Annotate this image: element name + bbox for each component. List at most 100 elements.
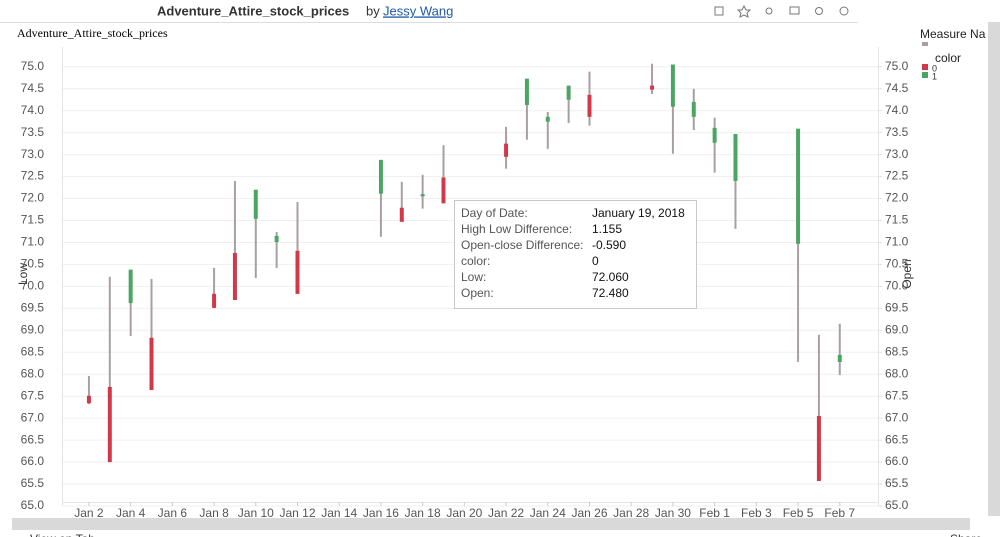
workbook-title: Adventure_Attire_stock_prices: [157, 3, 349, 18]
x-tick-label: Jan 16: [363, 506, 399, 520]
x-tick-label: Jan 26: [571, 506, 607, 520]
y-tick-label: 70.5: [21, 257, 45, 271]
y-axis-title: Low: [16, 263, 30, 285]
y2-tick-label: 66.0: [885, 454, 909, 468]
x-tick-label: Feb 7: [824, 506, 855, 520]
candle-body: [420, 194, 425, 197]
y-tick-label: 70.0: [21, 279, 45, 293]
y-tick-label: 73.0: [21, 147, 45, 161]
y2-tick-label: 73.0: [885, 147, 909, 161]
x-tick-label: Jan 30: [655, 506, 691, 520]
tooltip-box: [454, 200, 697, 309]
legend-label: 0: [932, 63, 937, 73]
y-tick-label: 71.0: [21, 235, 45, 249]
legend: 01: [922, 63, 937, 81]
x-tick-label: Jan 22: [488, 506, 524, 520]
candle-body: [107, 386, 112, 463]
icon[interactable]: [789, 6, 800, 15]
view-on-tableau[interactable]: View on Tab: [30, 532, 95, 537]
tooltip-value: -0.590: [592, 238, 626, 252]
y2-tick-label: 70.0: [885, 279, 909, 293]
y2-tick-label: 73.5: [885, 125, 909, 139]
tooltip-value: 0: [592, 254, 599, 268]
by-text: by: [366, 3, 380, 18]
y-tick-label: 72.0: [21, 191, 45, 205]
x-tick-label: Jan 28: [613, 506, 649, 520]
icon[interactable]: [736, 4, 752, 18]
x-tick-label: Feb 1: [699, 506, 730, 520]
candle-body: [587, 94, 592, 117]
y-tick-label: 67.5: [21, 388, 45, 402]
tooltip-value: 1.155: [592, 222, 622, 236]
y2-tick-label: 67.0: [885, 410, 909, 424]
candle-body: [712, 127, 717, 143]
x-tick-label: Jan 20: [446, 506, 482, 520]
y-tick-label: 74.5: [21, 81, 45, 95]
y2-tick-label: 70.5: [885, 257, 909, 271]
y2-tick-label: 65.5: [885, 476, 909, 490]
y2-tick-label: 68.0: [885, 366, 909, 380]
y-tick-label: 72.5: [21, 169, 45, 183]
icon[interactable]: [714, 6, 724, 16]
y-tick-label: 74.0: [21, 103, 45, 117]
legend-measure-title: Measure Na: [920, 27, 986, 41]
tooltip-value: 72.060: [592, 270, 629, 284]
y2-tick-label: 72.5: [885, 169, 909, 183]
candle-body: [274, 235, 279, 243]
candle-body: [691, 101, 696, 117]
icon[interactable]: [839, 6, 849, 16]
y-tick-label: 68.5: [21, 344, 45, 358]
tooltip-label: Day of Date:: [461, 206, 528, 220]
y2-tick-label: 69.0: [885, 322, 909, 336]
candle-body: [86, 395, 91, 404]
candle-body: [837, 354, 842, 362]
candle-body: [650, 85, 655, 90]
tooltip-label: color:: [461, 254, 490, 268]
x-tick-label: Jan 12: [279, 506, 315, 520]
tooltip-label: Low:: [461, 270, 486, 284]
legend-swatch: [922, 64, 928, 70]
candle-body: [149, 337, 154, 391]
tooltip-label: Open-close Difference:: [461, 238, 584, 252]
tooltip-value: January 19, 2018: [592, 206, 685, 220]
author-link[interactable]: Jessy Wang: [383, 3, 453, 18]
icon[interactable]: [815, 7, 823, 15]
candle-body: [733, 133, 738, 181]
x-tick-label: Jan 14: [321, 506, 357, 520]
icon[interactable]: [765, 7, 773, 15]
candle-body: [232, 253, 237, 300]
x-tick-label: Jan 4: [116, 506, 146, 520]
x-tick-label: Jan 8: [199, 506, 229, 520]
x-tick-label: Jan 2: [74, 506, 104, 520]
horizontal-scrollbar[interactable]: [12, 518, 970, 530]
vertical-scrollbar[interactable]: [988, 22, 1000, 516]
candle-body: [524, 78, 529, 105]
tooltip-label: High Low Difference:: [461, 222, 572, 236]
y2-tick-label: 74.0: [885, 103, 909, 117]
candle-body: [796, 128, 801, 244]
tooltip: Day of Date: January 19, 2018 High Low Dif…: [454, 200, 697, 309]
legend-swatch: [922, 72, 928, 78]
candle-body: [441, 177, 446, 204]
y2-tick-label: 71.5: [885, 213, 909, 227]
y-tick-label: 65.0: [21, 498, 45, 512]
y-tick-label: 71.5: [21, 213, 45, 227]
y-tick-label: 75.0: [21, 59, 45, 73]
y2-tick-label: 67.5: [885, 388, 909, 402]
legend-title: color: [935, 51, 961, 65]
y2-tick-label: 72.0: [885, 191, 909, 205]
share-button[interactable]: Share: [950, 532, 982, 537]
y2-axis-title: Open: [900, 259, 914, 288]
y-tick-label: 69.5: [21, 301, 45, 315]
y2-tick-label: 74.5: [885, 81, 909, 95]
y-tick-label: 69.0: [21, 322, 45, 336]
y-tick-label: 65.5: [21, 476, 45, 490]
y-tick-label: 73.5: [21, 125, 45, 139]
x-tick-label: Feb 3: [741, 506, 772, 520]
candle-body: [399, 207, 404, 222]
candle-body: [816, 415, 821, 481]
y2-tick-label: 65.0: [885, 498, 909, 512]
x-tick-label: Jan 24: [530, 506, 566, 520]
